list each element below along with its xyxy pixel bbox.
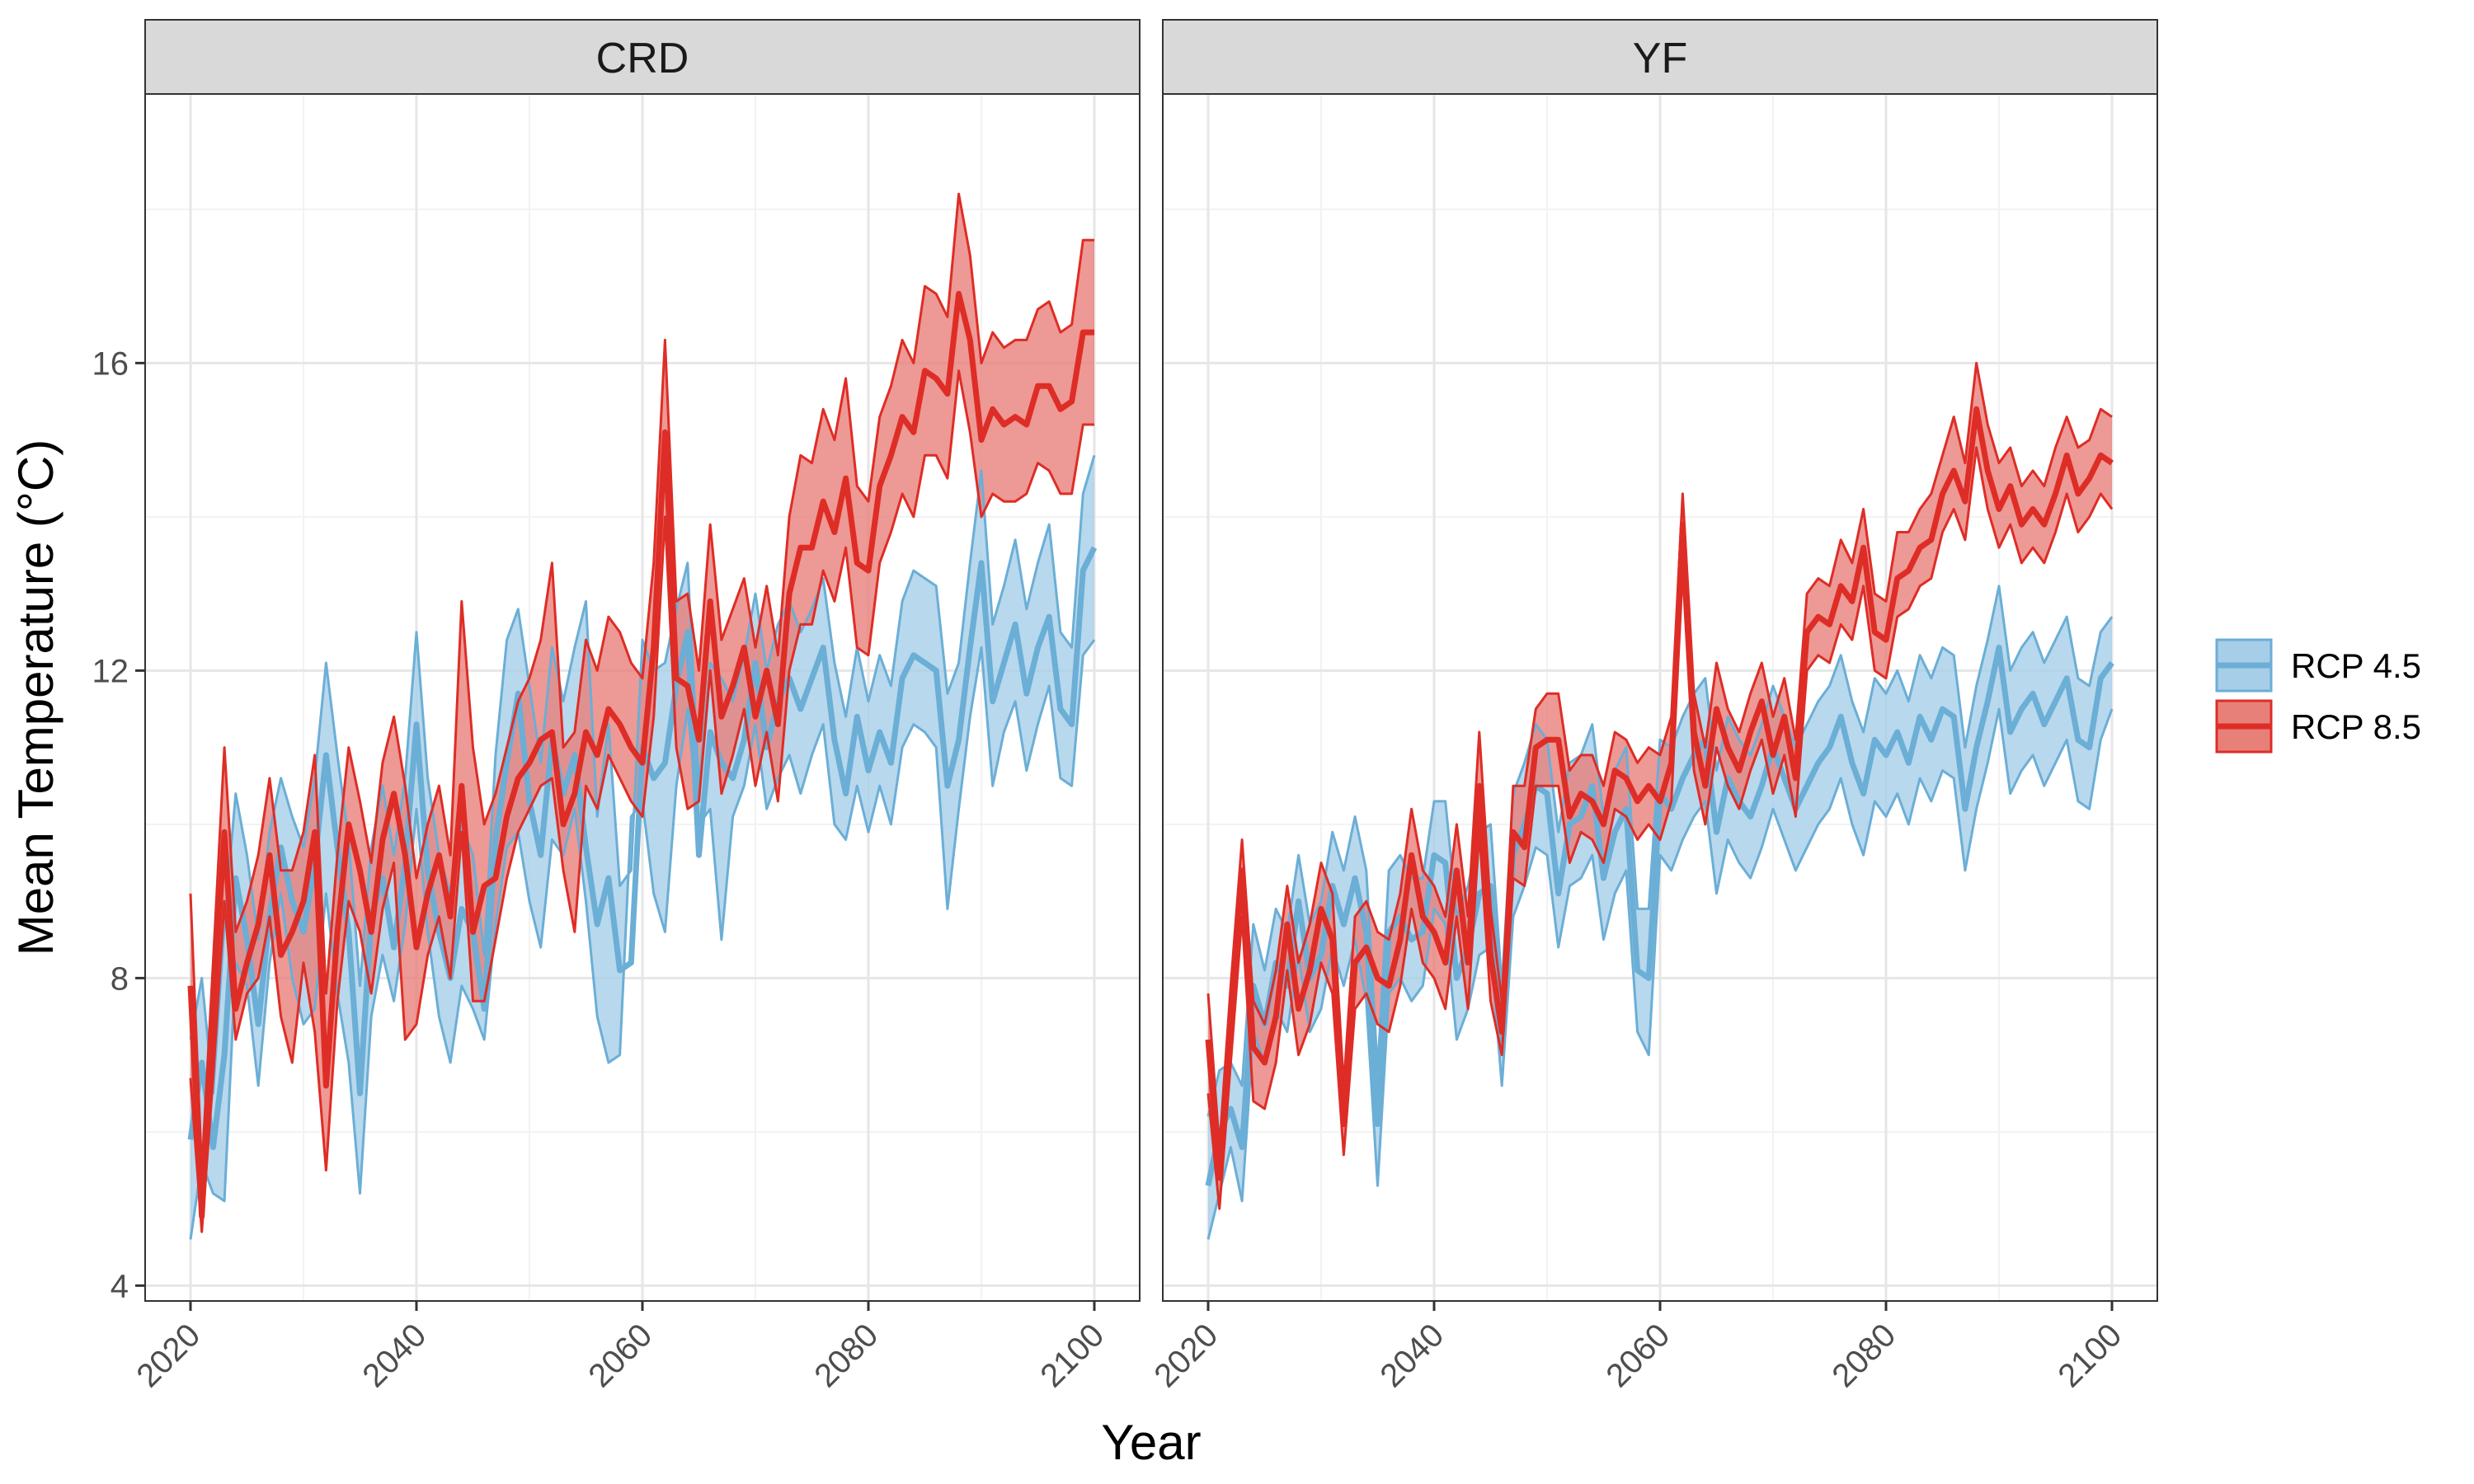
x-axis-yf: 2020 2040 2060 2080 2100 bbox=[1147, 1301, 2128, 1394]
y-axis: 4 8 12 16 bbox=[92, 345, 145, 1304]
x-axis-crd: 2020 2040 2060 2080 2100 bbox=[129, 1301, 1111, 1394]
legend-label-rcp45: RCP 4.5 bbox=[2291, 646, 2421, 685]
y-tick-label: 12 bbox=[92, 653, 129, 689]
x-tick-label: 2020 bbox=[1147, 1317, 1225, 1394]
x-tick-label: 2040 bbox=[355, 1317, 433, 1394]
panel-yf: YF bbox=[1162, 19, 2158, 1302]
x-axis-title: Year bbox=[1101, 1415, 1201, 1470]
upper-line-rcp-4-5 bbox=[1206, 585, 2114, 1117]
panel-yf-title: YF bbox=[1633, 35, 1687, 82]
panel-yf-lines bbox=[1205, 361, 2114, 1240]
panel-yf-strip bbox=[1162, 19, 2158, 95]
legend: RCP 4.5 RCP 8.5 bbox=[2215, 638, 2421, 754]
legend-item-rcp45: RCP 4.5 bbox=[2215, 638, 2421, 693]
x-tick-label: 2040 bbox=[1373, 1317, 1451, 1394]
upper-line-rcp-8-5 bbox=[1206, 361, 2113, 1148]
mean-line-rcp-8-5 bbox=[187, 290, 1094, 1219]
lower-line-rcp-8-5 bbox=[1206, 446, 2114, 1210]
y-tick-label: 8 bbox=[111, 960, 129, 997]
lower-line-rcp-8-5 bbox=[189, 369, 1094, 1233]
x-tick-label: 2100 bbox=[2051, 1317, 2128, 1394]
x-tick-label: 2060 bbox=[1599, 1317, 1677, 1394]
band-rcp-8-5 bbox=[1208, 363, 2112, 1209]
x-tick-label: 2060 bbox=[581, 1317, 659, 1394]
x-tick-label: 2080 bbox=[807, 1317, 885, 1394]
y-tick-label: 4 bbox=[111, 1268, 129, 1304]
legend-item-rcp85: RCP 8.5 bbox=[2215, 699, 2421, 754]
y-axis-title: Mean Temperature (°C) bbox=[8, 439, 63, 956]
panel-crd-lines bbox=[187, 192, 1098, 1240]
mean-line-rcp-8-5 bbox=[1205, 406, 2114, 1181]
panel-crd: CRD bbox=[144, 19, 1141, 1302]
x-tick-label: 2100 bbox=[1033, 1317, 1111, 1394]
legend-label-rcp85: RCP 8.5 bbox=[2291, 707, 2421, 746]
panel-crd-strip bbox=[144, 19, 1141, 95]
y-tick-label: 16 bbox=[92, 345, 129, 382]
panel-crd-bands bbox=[190, 194, 1094, 1240]
upper-line-rcp-4-5 bbox=[189, 454, 1096, 1095]
upper-line-rcp-8-5 bbox=[189, 192, 1094, 1172]
x-tick-label: 2080 bbox=[1825, 1317, 1903, 1394]
panel-crd-title: CRD bbox=[596, 35, 689, 82]
band-rcp-8-5 bbox=[190, 194, 1094, 1233]
band-rcp-4-5 bbox=[190, 455, 1094, 1240]
x-tick-label: 2020 bbox=[129, 1317, 207, 1394]
